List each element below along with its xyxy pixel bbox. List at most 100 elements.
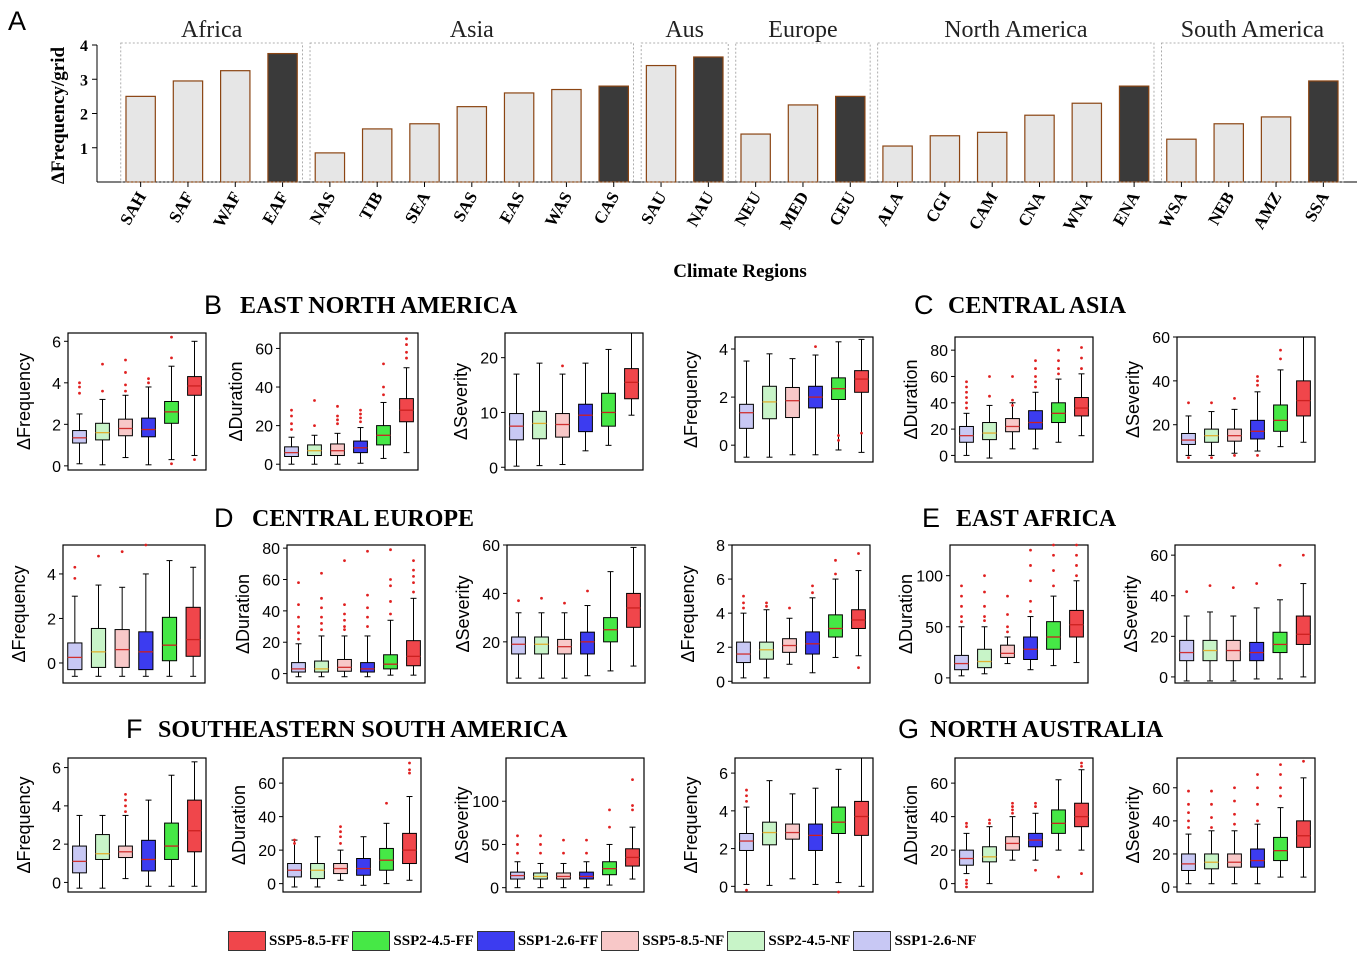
- y-axis-title: ΔFrequency/grid: [48, 46, 69, 184]
- legend-label: SSP1-2.6-NF: [894, 932, 977, 949]
- y-axis-title: ΔFrequency: [681, 351, 701, 448]
- outlier-point: [1080, 356, 1083, 360]
- box: [1250, 848, 1265, 868]
- y-tick-label: 2: [716, 640, 725, 657]
- outlier-point: [960, 604, 963, 608]
- box: [330, 443, 345, 457]
- y-tick-label: 40: [930, 396, 948, 413]
- outlier-point: [97, 554, 100, 558]
- outlier-point: [297, 615, 300, 619]
- x-axis-title: Climate Regions: [673, 261, 807, 282]
- outlier-point: [1208, 584, 1212, 587]
- region-title-b: EAST NORTH AMERICA: [240, 293, 518, 319]
- outlier-point: [1256, 375, 1259, 378]
- outlier-point: [1187, 789, 1190, 793]
- continent-label: Europe: [768, 17, 837, 43]
- outlier-point: [857, 666, 860, 670]
- outlier-point: [339, 830, 342, 834]
- y-tick-label: 100: [916, 569, 943, 586]
- outlier-point: [516, 851, 519, 855]
- y-tick-label: 20: [1150, 629, 1168, 646]
- outlier-point: [1187, 819, 1190, 823]
- y-tick-label: 4: [52, 799, 61, 816]
- outlier-point: [585, 838, 588, 842]
- outlier-point: [965, 821, 968, 825]
- panel-label-d: D: [214, 503, 234, 533]
- outlier-point: [745, 794, 748, 798]
- y-tick-label: 60: [1152, 330, 1170, 347]
- box: [1296, 380, 1311, 417]
- outlier-point: [965, 390, 968, 394]
- outlier-point: [1075, 564, 1078, 567]
- outlier-point: [1052, 543, 1055, 547]
- y-tick-label: 4: [719, 342, 728, 359]
- legend-label: SSP5-8.5-FF: [269, 932, 350, 949]
- outlier-point: [988, 394, 991, 398]
- box: [353, 440, 368, 454]
- box: [310, 863, 325, 880]
- outlier-point: [1011, 404, 1014, 407]
- outlier-point: [336, 404, 339, 408]
- bar: [882, 145, 913, 183]
- outlier-point: [124, 383, 127, 387]
- outlier-point: [745, 888, 748, 892]
- x-tick-label: NEU: [731, 189, 765, 230]
- outlier-point: [412, 590, 415, 594]
- outlier-point: [1011, 801, 1014, 805]
- outlier-point: [101, 362, 104, 366]
- outlier-point: [124, 798, 127, 802]
- box: [406, 640, 421, 667]
- outlier-point: [405, 343, 408, 346]
- box: [356, 858, 371, 876]
- outlier-point: [1187, 401, 1190, 405]
- y-tick-label: 40: [262, 604, 280, 621]
- box: [187, 799, 202, 853]
- outlier-point: [1006, 625, 1009, 629]
- outlier-point: [293, 842, 296, 845]
- y-tick-label: 4: [52, 376, 61, 393]
- outlier-point: [389, 600, 392, 603]
- x-tick-label: NAS: [306, 189, 339, 228]
- y-tick-label: 40: [258, 810, 276, 827]
- outlier-point: [124, 792, 127, 796]
- y-tick-label: 6: [52, 334, 61, 351]
- box: [118, 418, 133, 437]
- y-tick-label: 20: [262, 635, 280, 652]
- box: [1181, 432, 1196, 445]
- box: [785, 386, 800, 419]
- box: [141, 839, 156, 872]
- box: [959, 425, 974, 443]
- outlier-point: [336, 414, 339, 418]
- outlier-point: [585, 851, 588, 855]
- continent-group-box: [309, 42, 635, 183]
- x-tick-label: ENA: [1109, 188, 1144, 229]
- outlier-point: [631, 778, 634, 782]
- x-tick-label: CAM: [965, 189, 1002, 234]
- outlier-point: [561, 364, 564, 368]
- box: [1074, 802, 1089, 828]
- outlier-point: [1256, 383, 1259, 387]
- y-axis-title: ΔFrequency: [681, 776, 701, 873]
- y-tick-label: 2: [719, 390, 728, 407]
- y-tick-label: 1: [80, 141, 88, 158]
- outlier-point: [1034, 359, 1037, 363]
- legend-swatch: [352, 931, 391, 951]
- box: [1023, 636, 1038, 660]
- outlier-point: [1029, 599, 1032, 603]
- continent-label: Asia: [450, 17, 494, 43]
- y-tick-label: 3: [80, 72, 88, 89]
- y-tick-label: 0: [939, 448, 948, 465]
- bar: [598, 85, 629, 183]
- outlier-point: [1278, 563, 1282, 567]
- outlier-point: [1052, 553, 1055, 557]
- continent-label: Aus: [665, 17, 704, 43]
- outlier-point: [1279, 773, 1282, 776]
- outlier-point: [297, 637, 300, 641]
- outlier-point: [389, 578, 392, 581]
- y-tick-label: 2: [719, 842, 728, 859]
- y-tick-label: 60: [930, 369, 948, 386]
- legend-label: SSP2-4.5-NF: [768, 932, 851, 949]
- outlier-point: [343, 618, 346, 622]
- box: [1273, 404, 1288, 432]
